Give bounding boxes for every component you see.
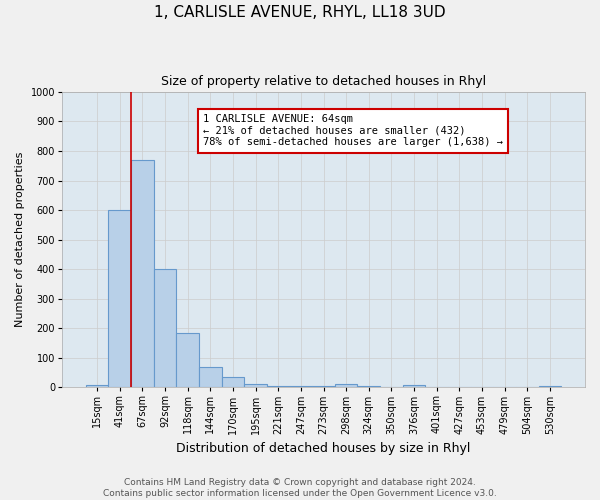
Title: Size of property relative to detached houses in Rhyl: Size of property relative to detached ho… xyxy=(161,75,486,88)
Y-axis label: Number of detached properties: Number of detached properties xyxy=(15,152,25,328)
Bar xyxy=(109,210,131,388)
Bar xyxy=(176,332,199,388)
Bar xyxy=(425,387,448,388)
Text: 1, CARLISLE AVENUE, RHYL, LL18 3UD: 1, CARLISLE AVENUE, RHYL, LL18 3UD xyxy=(154,5,446,20)
Bar xyxy=(267,386,290,388)
Bar xyxy=(380,387,403,388)
Bar xyxy=(244,384,267,388)
Bar xyxy=(154,269,176,388)
Bar xyxy=(539,386,561,388)
Bar xyxy=(312,386,335,388)
Bar xyxy=(403,385,425,388)
Bar xyxy=(131,160,154,388)
Bar xyxy=(199,366,221,388)
X-axis label: Distribution of detached houses by size in Rhyl: Distribution of detached houses by size … xyxy=(176,442,470,455)
Bar xyxy=(86,385,109,388)
Text: 1 CARLISLE AVENUE: 64sqm
← 21% of detached houses are smaller (432)
78% of semi-: 1 CARLISLE AVENUE: 64sqm ← 21% of detach… xyxy=(203,114,503,148)
Bar xyxy=(493,387,516,388)
Text: Contains HM Land Registry data © Crown copyright and database right 2024.
Contai: Contains HM Land Registry data © Crown c… xyxy=(103,478,497,498)
Bar xyxy=(358,386,380,388)
Bar xyxy=(221,377,244,388)
Bar xyxy=(290,386,312,388)
Bar xyxy=(335,384,358,388)
